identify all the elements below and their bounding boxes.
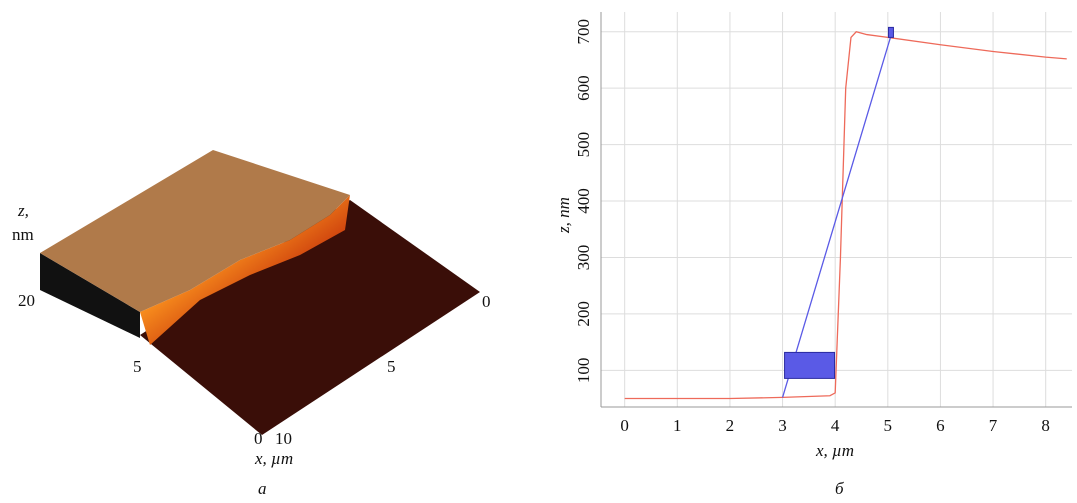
x-tick-label: 6 [936, 416, 945, 435]
y-tick-label: 200 [574, 301, 593, 327]
x-tick-label: 2 [726, 416, 735, 435]
axis-tick: 5 [133, 357, 142, 376]
y-tick-label: 600 [574, 75, 593, 101]
axis-tick: 5 [387, 357, 396, 376]
x-tick-label: 1 [673, 416, 682, 435]
x-tick-label: 4 [831, 416, 840, 435]
caption: а [258, 479, 267, 498]
axis-tick: 0 [482, 292, 491, 311]
surface-3d [40, 150, 480, 435]
y-tick-label: 300 [574, 245, 593, 271]
y-axis-label: z, nm [554, 197, 573, 234]
cursor-box [784, 351, 836, 379]
y-tick-label: 400 [574, 188, 593, 214]
y-tick-label: 700 [574, 19, 593, 45]
data-line [781, 37, 892, 398]
caption: б [835, 479, 844, 498]
x-tick-label: 8 [1041, 416, 1050, 435]
x-tick-label: 3 [778, 416, 787, 435]
axis-tick: 0 [254, 429, 263, 448]
z-unit: nm [12, 225, 34, 244]
x-tick-label: 0 [620, 416, 629, 435]
y-tick-label: 500 [574, 132, 593, 158]
x-tick-label: 5 [884, 416, 893, 435]
x-axis-label: x, µm [815, 441, 854, 460]
x-tick-label: 7 [989, 416, 998, 435]
y-tick-label: 100 [574, 358, 593, 384]
z-tick: 20 [18, 291, 35, 310]
z-label: z, [17, 201, 29, 220]
cursor-marker [887, 26, 894, 38]
x-label: x, µm [254, 449, 293, 468]
axis-tick: 10 [275, 429, 292, 448]
data-line [624, 31, 1067, 400]
